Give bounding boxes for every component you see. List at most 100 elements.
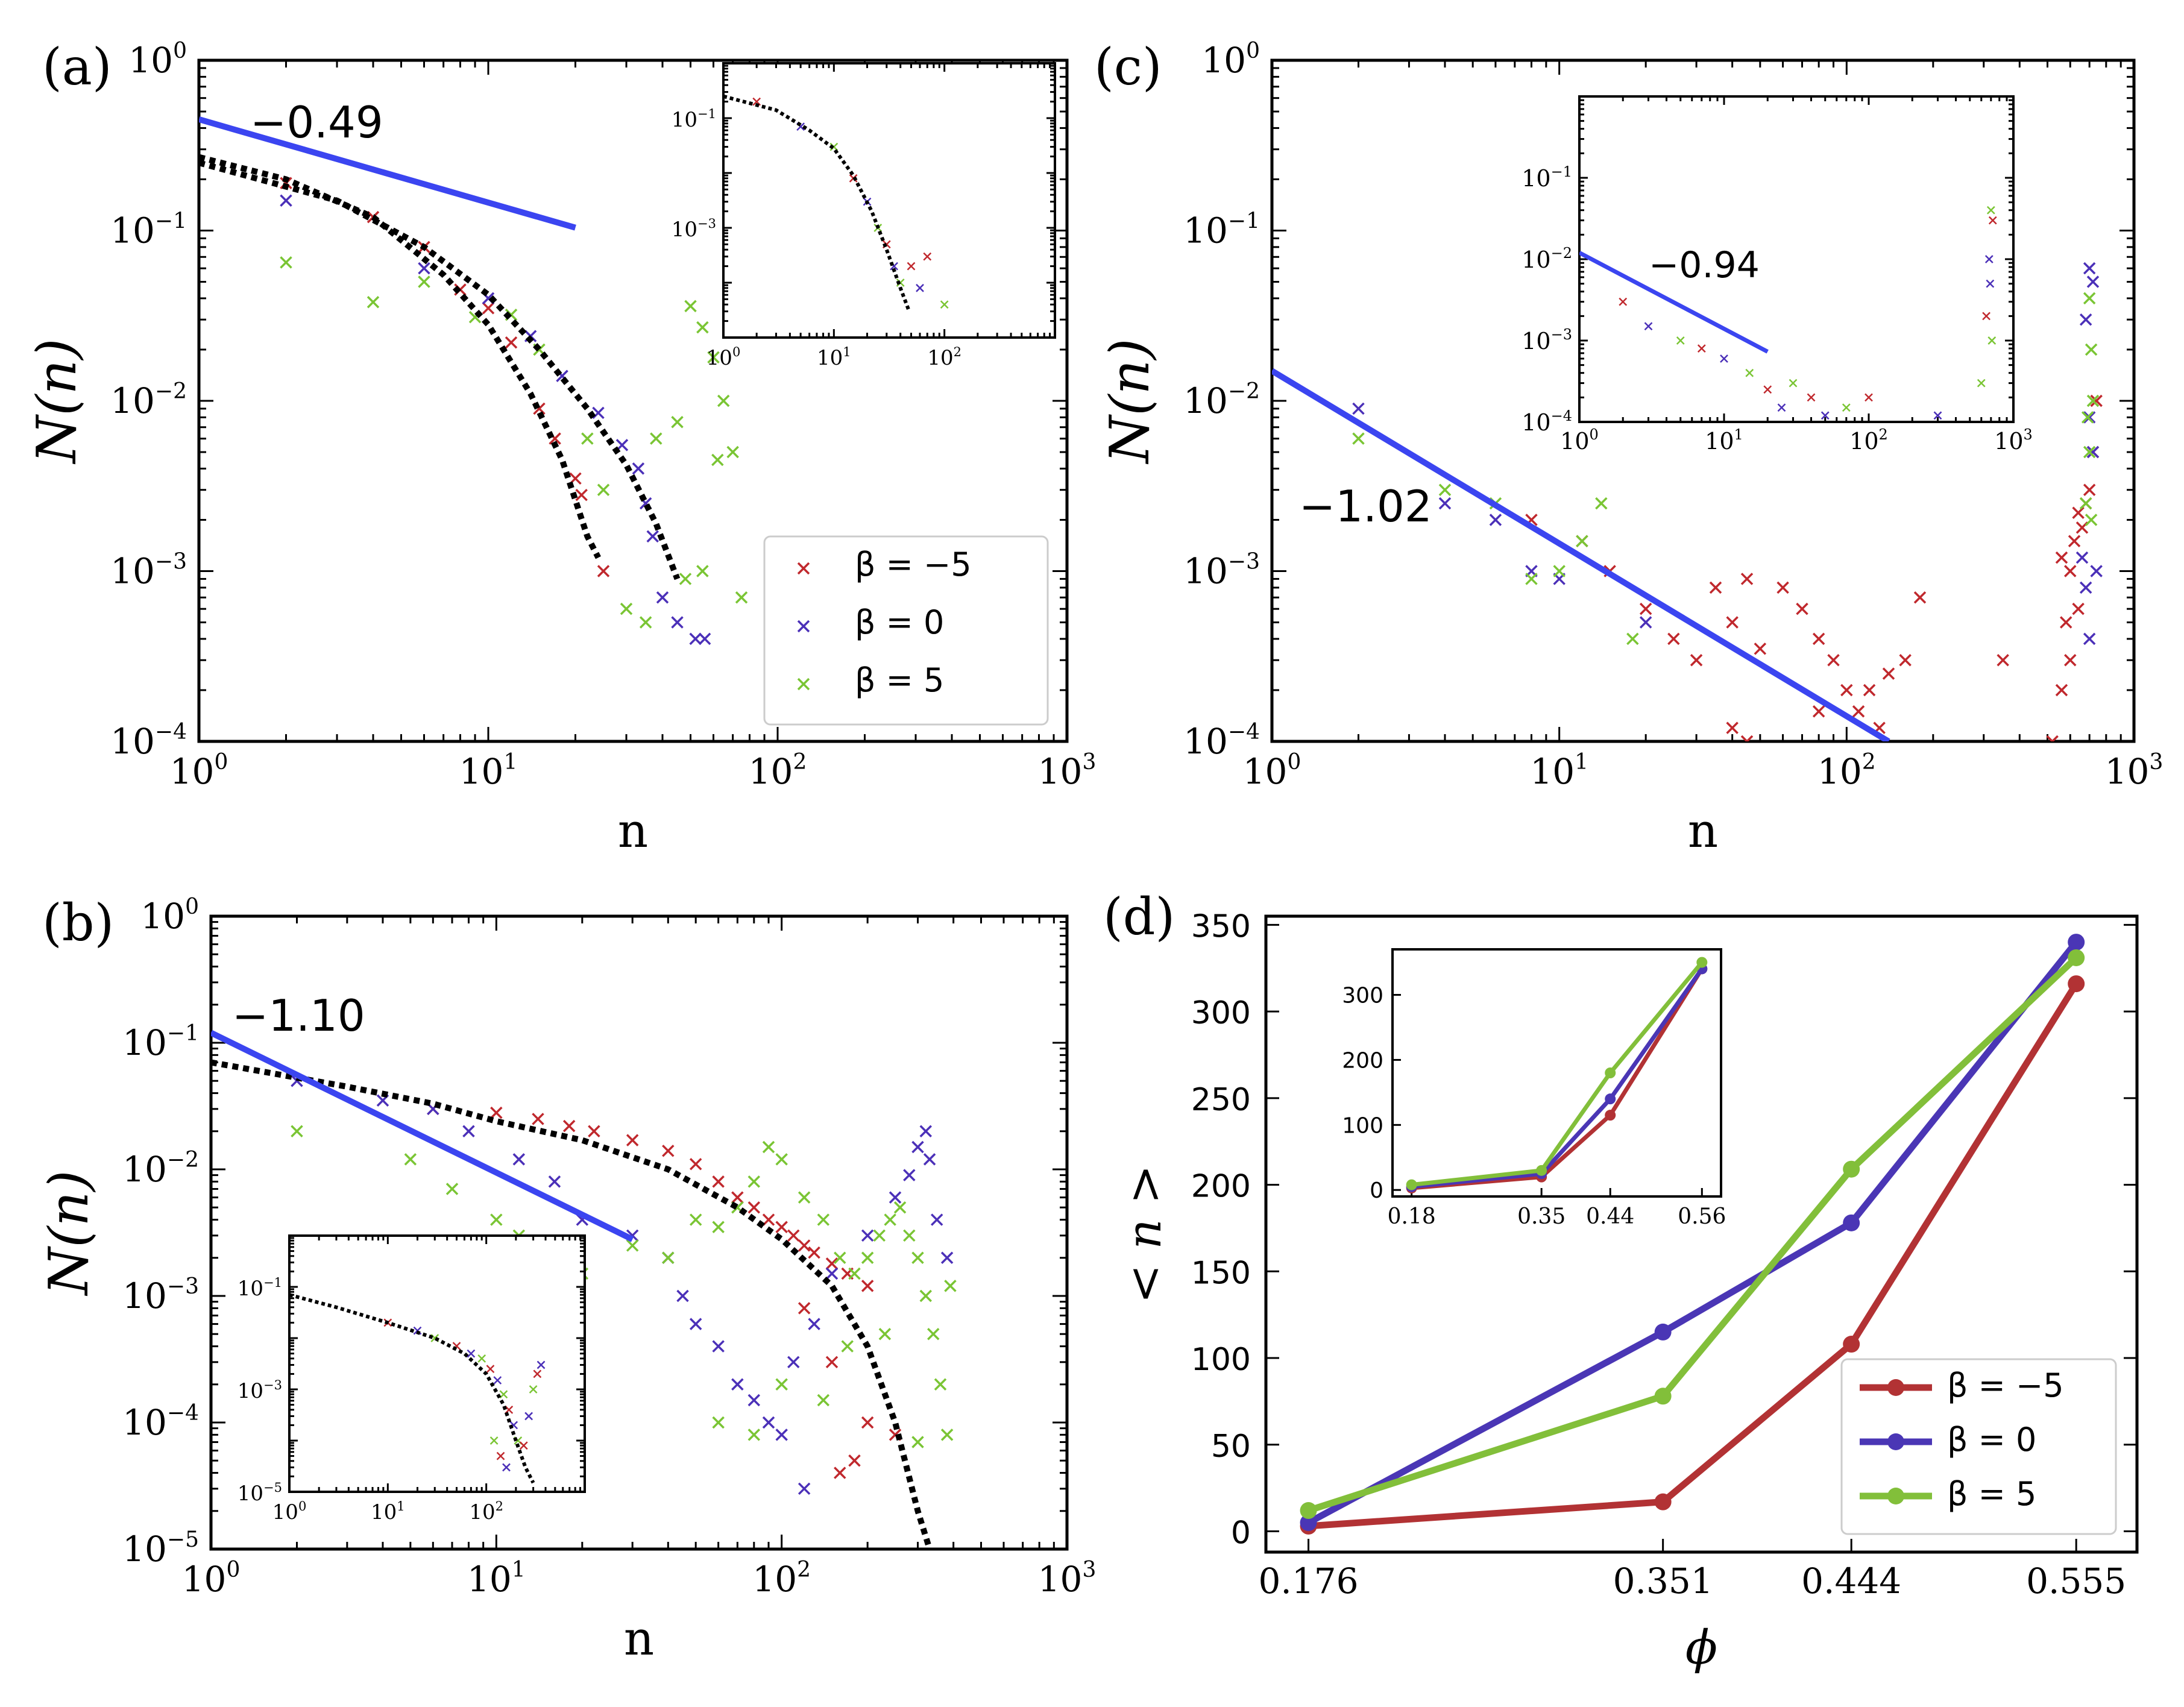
legend-marker [1887, 1488, 1904, 1504]
series-1 [1352, 262, 2103, 646]
data-point [671, 616, 684, 629]
data-point [873, 1229, 886, 1242]
legend-marker [1887, 1433, 1904, 1450]
plot-content [1272, 262, 2103, 741]
marker-stroke [537, 1360, 546, 1369]
marker-stroke [505, 1405, 514, 1414]
data-point [1352, 402, 1365, 415]
data-point [2083, 445, 2096, 459]
plot-area-b: 100 101 102 103 10−5 10−4 10−3 10−2 10−1 100 n N(n)… [37, 894, 1096, 1666]
y-tick-label: 10−2 [122, 1148, 199, 1190]
marker-stroke [1745, 735, 1754, 741]
marker-stroke [2055, 551, 2068, 564]
data-point [646, 530, 659, 543]
marker-stroke [848, 1267, 861, 1280]
data-point [2085, 514, 2098, 526]
marker-stroke [2055, 684, 2068, 697]
data-point [834, 1251, 846, 1265]
data-point [490, 1106, 503, 1119]
marker-stroke [2086, 394, 2100, 407]
y-tick-label: 10−4 [110, 720, 187, 762]
data-point [1796, 602, 1808, 615]
inset-y-tick-label: 10−1 [238, 1275, 282, 1301]
x-tick-label: 103 [1038, 1558, 1097, 1600]
marker-stroke [903, 1169, 916, 1181]
data-point [490, 1213, 503, 1226]
data-point [632, 462, 645, 475]
marker-stroke [462, 1125, 475, 1138]
data-point [798, 1302, 811, 1315]
data-point [1812, 632, 1825, 646]
marker-stroke [2075, 551, 2089, 564]
inset-x-tick-label: 100 [1560, 426, 1599, 454]
marker-stroke [280, 194, 292, 207]
marker-stroke [1984, 255, 1994, 263]
legend-marker [1887, 1379, 1904, 1396]
marker-stroke [1754, 643, 1767, 655]
marker-stroke [1745, 368, 1754, 377]
inset-frame [288, 1234, 586, 1493]
marker-stroke [2083, 445, 2096, 459]
y-tick-label: 50 [1211, 1429, 1251, 1465]
data-point [562, 1119, 576, 1133]
marker-stroke [2046, 735, 2054, 741]
marker-stroke [2051, 735, 2059, 741]
panel-d-label: (d) [1103, 887, 1175, 946]
data-point [1776, 581, 1789, 594]
marker-stroke [620, 602, 633, 615]
marker-stroke [689, 1318, 702, 1330]
marker-stroke [548, 1175, 561, 1188]
data-point [762, 1213, 775, 1226]
marker-stroke [467, 1349, 476, 1358]
marker-stroke [1438, 497, 1452, 510]
marker-stroke [1987, 336, 1997, 345]
marker-stroke [940, 1429, 954, 1441]
data-point [698, 632, 711, 646]
inset-data-point [1605, 1067, 1616, 1078]
marker-stroke [1690, 653, 1703, 667]
data-point [2083, 292, 2096, 305]
series-line [1306, 940, 2079, 1526]
marker-stroke [496, 1451, 505, 1460]
data-point [798, 1482, 811, 1495]
marker-stroke [2083, 483, 2096, 496]
axes-frame [1264, 914, 2139, 1554]
marker-stroke [533, 402, 546, 415]
data-point [2075, 551, 2089, 564]
y-tick-label: 100 [128, 39, 187, 81]
inset-x-tick-label: 101 [817, 345, 851, 370]
data-point [1576, 535, 1588, 547]
data-point [2064, 653, 2077, 667]
marker-stroke [482, 292, 495, 305]
data-point [787, 1229, 800, 1242]
x-tick-label: 0.555 [2026, 1561, 2126, 1602]
data-point [418, 275, 430, 288]
marker-stroke [556, 369, 568, 382]
y-tick-label: 10−3 [110, 550, 187, 592]
marker-stroke [291, 1125, 303, 1138]
data-point [1852, 705, 1865, 718]
marker-stroke [1827, 653, 1840, 667]
data-point [2083, 483, 2096, 496]
marker-stroke [597, 565, 610, 577]
data-point [1667, 632, 1680, 646]
inset-data-point [477, 1354, 486, 1363]
inset-data-point [1933, 411, 1942, 420]
marker-stroke [404, 1153, 417, 1166]
x-axis-label: n [1688, 804, 1718, 858]
inset-y-tick-label: 10−2 [1522, 245, 1572, 273]
data-point [1843, 1160, 1860, 1178]
inset-series-2 [1406, 957, 1708, 1190]
y-tick-label: 10−4 [122, 1401, 199, 1443]
data-point [1754, 643, 1767, 655]
data-point [2055, 684, 2068, 697]
inset-y-tick-label: 10−3 [672, 216, 716, 242]
power-law-fit-line [199, 116, 576, 231]
marker-stroke [717, 394, 730, 407]
y-tick-label: 10−1 [122, 1021, 199, 1063]
marker-stroke [731, 1378, 744, 1391]
data-point [291, 1125, 303, 1138]
marker-stroke [808, 1246, 820, 1259]
data-point [1827, 653, 1840, 667]
data-point [1690, 653, 1703, 667]
